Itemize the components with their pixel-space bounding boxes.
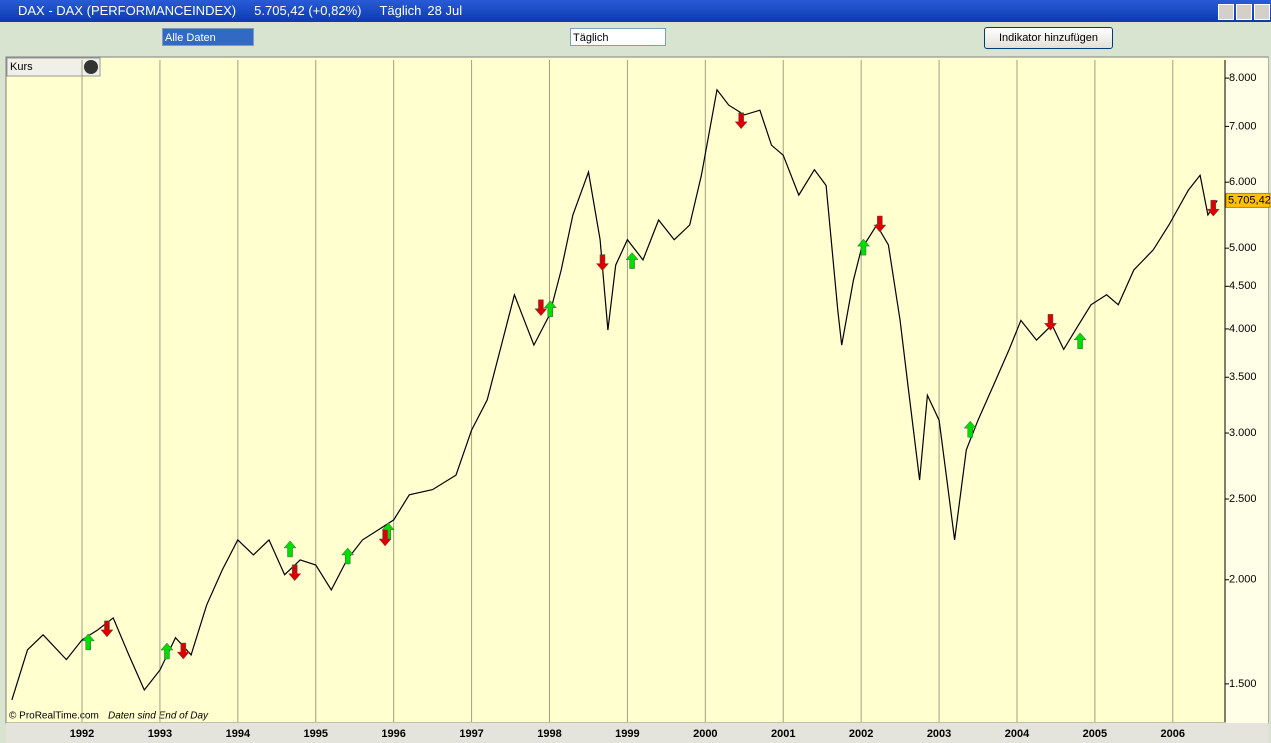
maximize-button[interactable]: [1236, 4, 1252, 20]
buy-signal: [543, 300, 557, 317]
panel-name: Kurs: [10, 61, 33, 73]
y-tick-label: 4.000: [1229, 323, 1257, 335]
x-tick-label: 1994: [226, 728, 251, 740]
sell-signal: [378, 529, 392, 547]
close-button[interactable]: [1254, 4, 1270, 20]
x-tick-label: 2002: [849, 728, 873, 740]
x-tick-label: 2000: [693, 728, 717, 740]
x-tick-label: 2006: [1161, 728, 1185, 740]
x-tick-label: 2003: [927, 728, 951, 740]
x-tick-label: 1999: [615, 728, 639, 740]
period: Täglich: [379, 3, 422, 18]
footer-note: Daten sind End of Day: [108, 711, 209, 722]
y-tick-label: 6.000: [1229, 176, 1257, 188]
sell-signal: [734, 112, 748, 130]
copyright: © ProRealTime.com: [9, 711, 99, 722]
chart-panel: [5, 56, 1269, 724]
title-bar: DAX - DAX (PERFORMANCEINDEX) 5.705,42 (+0…: [0, 0, 1271, 22]
x-tick-label: 1998: [537, 728, 561, 740]
y-tick-label: 1.500: [1229, 678, 1257, 690]
buy-signal: [1073, 332, 1087, 350]
sell-signal: [595, 254, 610, 271]
add-indicator-button[interactable]: Indikator hinzufügen: [984, 27, 1113, 49]
x-tick-label: 2004: [1005, 728, 1030, 740]
buy-signal: [81, 633, 95, 651]
buy-signal: [160, 642, 174, 660]
panel-close[interactable]: [84, 60, 98, 74]
x-tick-label: 1993: [148, 728, 172, 740]
period-select[interactable]: Täglich: [570, 28, 666, 46]
y-tick-label: 3.000: [1229, 427, 1257, 439]
sell-signal: [1043, 314, 1058, 331]
x-tick-label: 1992: [70, 728, 94, 740]
sell-signal: [100, 620, 114, 638]
last-value-label: 5.705,42: [1228, 194, 1271, 206]
price-line: [11, 88, 1218, 701]
y-tick-label: 4.500: [1229, 280, 1257, 292]
quote: 5.705,42 (+0,82%): [254, 3, 362, 18]
y-tick-label: 2.500: [1229, 493, 1257, 505]
y-tick-label: 2.000: [1229, 574, 1257, 586]
buy-signal: [856, 238, 871, 256]
minimize-button[interactable]: [1218, 4, 1234, 20]
sell-signal: [534, 299, 548, 317]
x-axis-area: [6, 723, 1268, 743]
y-axis-area: [1226, 58, 1268, 723]
x-tick-label: 1997: [459, 728, 483, 740]
x-tick-label: 2001: [771, 728, 795, 740]
range-select[interactable]: Alle Daten: [162, 28, 254, 46]
x-tick-label: 2005: [1083, 728, 1107, 740]
buy-signal: [341, 547, 355, 565]
sell-signal: [176, 642, 190, 660]
buy-signal: [283, 540, 297, 558]
sell-signal: [873, 215, 887, 233]
date: 28 Jul: [427, 3, 463, 18]
y-tick-label: 7.000: [1229, 120, 1257, 132]
sell-signal: [1206, 199, 1220, 217]
panel-header: [6, 57, 101, 77]
buy-signal: [963, 420, 977, 438]
x-tick-label: 1995: [304, 728, 328, 740]
last-value-box: [1225, 192, 1271, 208]
sell-signal: [288, 564, 302, 582]
window-title: DAX - DAX (PERFORMANCEINDEX): [18, 3, 237, 18]
y-tick-label: 8.000: [1229, 72, 1257, 84]
x-tick-label: 1996: [381, 728, 405, 740]
y-tick-label: 5.000: [1229, 242, 1257, 254]
y-tick-label: 3.500: [1229, 371, 1257, 383]
buy-signal: [625, 252, 639, 269]
